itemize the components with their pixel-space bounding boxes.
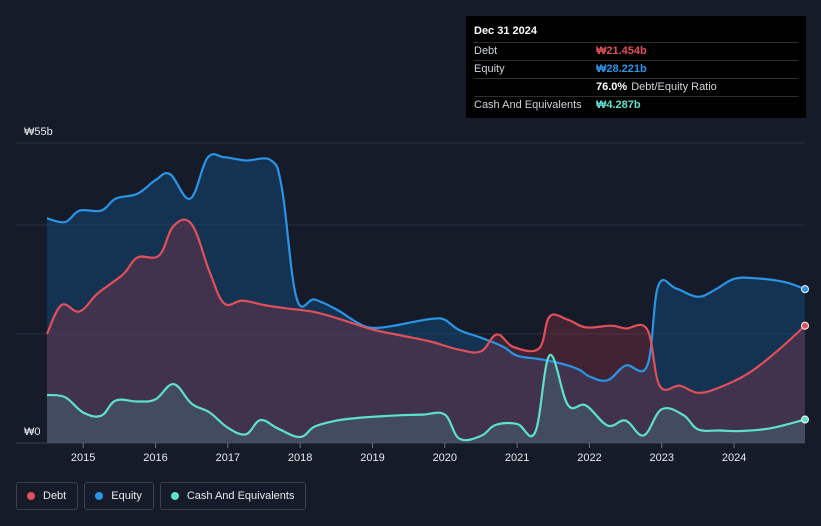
x-tick-label: 2023: [650, 452, 674, 464]
x-tick-label: 2015: [71, 452, 95, 464]
legend-dot-icon: [170, 492, 179, 500]
tooltip-value: 76.0%: [596, 81, 628, 93]
x-tick-label: 2019: [360, 452, 384, 464]
x-tick-label: 2017: [216, 452, 240, 464]
y-axis-top-label: ₩55b: [24, 126, 53, 138]
tooltip-row-cash: Cash And Equivalents ₩4.287b: [474, 96, 798, 114]
x-tick-label: 2016: [143, 452, 167, 464]
x-axis: 2015 2016 2017 2018 2019 2020 2021 2022 2023 2024: [71, 443, 746, 464]
x-tick-label: 2020: [433, 452, 457, 464]
tooltip-label: Debt: [474, 45, 498, 57]
area-layer: [47, 154, 805, 443]
cash-and-equivalents-area: [47, 354, 805, 443]
tooltip-date: Dec 31 2024: [474, 25, 537, 37]
chart-legend: Debt Equity Cash And Equivalents: [16, 482, 307, 510]
legend-dot-icon: [27, 492, 35, 500]
tooltip-row-equity: Equity ₩28.221b: [474, 60, 798, 78]
line-layer: [46, 153, 806, 442]
x-tick-label: 2024: [722, 452, 746, 464]
tooltip-sublabel: Debt/Equity Ratio: [631, 81, 717, 93]
tooltip-value: ₩28.221b: [596, 63, 647, 75]
equity-line: [46, 153, 806, 382]
x-tick-label: 2021: [505, 452, 529, 464]
equity-end-marker: [801, 285, 809, 294]
legend-item-cash[interactable]: Cash And Equivalents: [159, 482, 307, 510]
legend-label: Debt: [43, 490, 67, 502]
legend-label: Cash And Equivalents: [186, 490, 295, 502]
tooltip-row-debt: Debt ₩21.454b: [474, 42, 798, 60]
debt-end-marker: [801, 321, 809, 330]
y-axis-bottom-label: ₩0: [24, 426, 41, 438]
cash-and-equivalents-end-marker: [801, 415, 809, 424]
tooltip-value: ₩4.287b: [596, 99, 641, 111]
equity-area: [47, 154, 805, 443]
cash-and-equivalents-line: [46, 354, 806, 442]
x-tick-label: 2018: [288, 452, 312, 464]
legend-label: Equity: [111, 490, 142, 502]
debt-area: [47, 219, 805, 443]
tooltip-label: Cash And Equivalents: [474, 99, 582, 111]
tooltip-row-ratio: 76.0% Debt/Equity Ratio: [474, 78, 798, 96]
data-tooltip: Dec 31 2024 Debt ₩21.454b Equity ₩28.221…: [466, 16, 806, 118]
legend-item-debt[interactable]: Debt: [16, 482, 79, 510]
legend-dot-icon: [95, 492, 104, 500]
debt-line: [46, 218, 806, 394]
x-tick-label: 2022: [577, 452, 601, 464]
legend-item-equity[interactable]: Equity: [84, 482, 154, 510]
tooltip-label: Equity: [474, 63, 505, 75]
tooltip-label: [474, 79, 596, 96]
tooltip-value: ₩21.454b: [596, 45, 647, 57]
end-markers: [801, 285, 809, 424]
